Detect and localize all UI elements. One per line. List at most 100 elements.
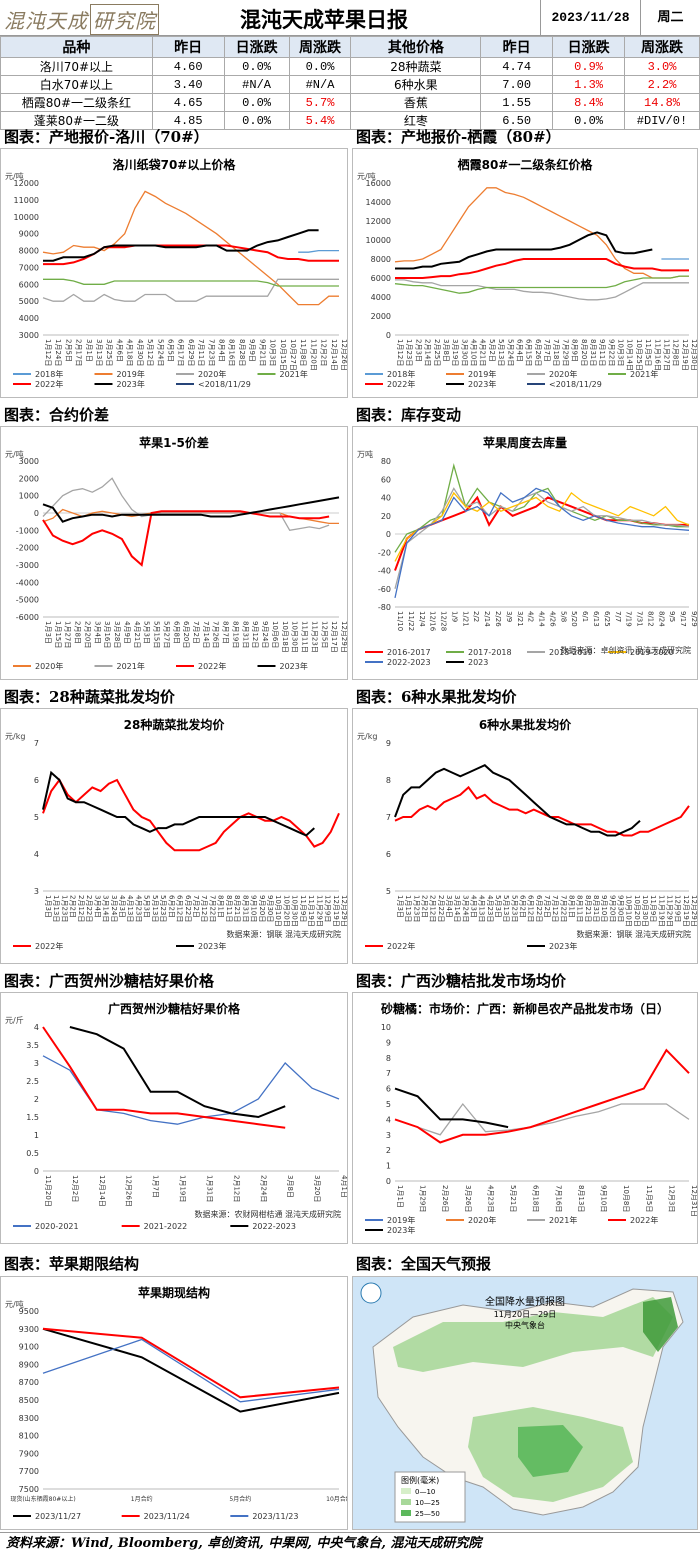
chart-title: 苹果周度去库量 bbox=[483, 435, 567, 450]
x-tick-label: 5月13日 bbox=[151, 895, 159, 922]
price-table-cell: 3.40 bbox=[151, 75, 225, 94]
series-line bbox=[42, 1338, 340, 1403]
x-tick-label: 12月2日 bbox=[320, 339, 328, 366]
legend-label: 2018-2019 bbox=[549, 648, 593, 657]
data-source: 数据来源：卓创资讯 混沌天成研究院 bbox=[560, 645, 691, 655]
legend-label: 2016-2017 bbox=[387, 648, 431, 657]
x-tick-label: 4月13日 bbox=[126, 895, 134, 922]
legend-label: 2019年 bbox=[387, 1215, 415, 1225]
legend-label: 2023年 bbox=[198, 941, 226, 951]
x-tick-label: 9/17 bbox=[679, 611, 687, 627]
x-tick-label: 4/26 bbox=[548, 611, 556, 627]
price-table-cell: 0.0% bbox=[288, 57, 352, 76]
x-tick-label: 12月19日 bbox=[681, 339, 689, 371]
x-tick-label: 2月8日 bbox=[74, 621, 82, 644]
x-tick-label: 7月7日 bbox=[543, 339, 551, 362]
x-tick-label: 11月8日 bbox=[299, 339, 307, 366]
series-line bbox=[42, 770, 315, 837]
series-line bbox=[394, 463, 689, 553]
x-tick-label: 5月27日 bbox=[162, 621, 170, 648]
x-tick-label: 10月25日 bbox=[635, 339, 643, 371]
price-table-header: 周涨跌 bbox=[288, 36, 352, 58]
price-table-cell: 香蕉 bbox=[350, 93, 482, 112]
x-tick-label: 10月3日 bbox=[269, 339, 277, 366]
price-table-header: 品种 bbox=[0, 36, 153, 58]
chart-fruit6: 6种水果批发均价 元/kg 5 6 7 8 9 1月3日 1月13日 1月23日 2月2日 2月12日… bbox=[352, 708, 698, 964]
x-tick-label: 8月31日 bbox=[592, 895, 600, 922]
chart-veg28: 28种蔬菜批发均价 元/kg 3 4 5 6 7 1月3日 1月13日 1月23日 2月2日 2月12… bbox=[0, 708, 348, 964]
x-tick-label: 6月22日 bbox=[535, 895, 543, 922]
legend-label: 2023年 bbox=[117, 379, 145, 389]
legend-label: 2021年 bbox=[280, 369, 308, 379]
y-axis-unit: 元/吨 bbox=[5, 1299, 24, 1309]
x-tick-label: 2月3日 bbox=[414, 339, 422, 362]
y-tick-label: 5000 bbox=[19, 297, 39, 306]
weather-map: 全国降水量预报图 11月20日—29日 中央气象台 图例(毫米) 0—10 10… bbox=[352, 1276, 698, 1530]
x-tick-label: 3月30日 bbox=[460, 339, 468, 366]
x-tick-label: 10月15日 bbox=[279, 339, 287, 371]
y-tick-label: 8000 bbox=[19, 247, 39, 256]
x-tick-label: 11/10 bbox=[396, 611, 404, 631]
price-table-header: 日涨跌 bbox=[552, 36, 626, 58]
price-table-row: 栖霞80#一二级条红 4.65 0.0% 5.7% 香蕉 1.55 8.4% 14.8% bbox=[0, 93, 700, 112]
x-tick-label: 3月4日 bbox=[93, 895, 101, 918]
x-tick-label: 9月10日 bbox=[600, 1185, 608, 1212]
y-tick-label: 8100 bbox=[19, 1432, 39, 1441]
chart-luochuan: 洛川纸袋70#以上价格 元/吨 3000 4000 5000 6000 7000 8000 90… bbox=[0, 148, 348, 398]
section-title-fruit6: 图表：6种水果批发均价 bbox=[356, 688, 517, 706]
y-axis-unit: 元/吨 bbox=[357, 171, 376, 181]
x-tick-label: 10月20日 bbox=[282, 895, 290, 927]
x-tick-label: 8月20日 bbox=[580, 339, 588, 366]
legend-label: 2023年 bbox=[468, 379, 496, 389]
x-tick-label: 11月20日 bbox=[309, 339, 317, 371]
x-tick-label: 5月12日 bbox=[146, 339, 154, 366]
series-line bbox=[395, 279, 689, 301]
x-tick-label: 9月10日 bbox=[250, 895, 258, 922]
y-tick-label: 12000 bbox=[14, 179, 39, 188]
x-tick-label: 7/19 bbox=[625, 611, 633, 627]
y-tick-label: 7500 bbox=[19, 1485, 39, 1494]
weather-legend-title: 图例(毫米) bbox=[401, 1475, 439, 1485]
x-tick-label: 2月5日 bbox=[64, 339, 72, 362]
y-tick-label: 1 bbox=[34, 1131, 39, 1140]
x-tick-label: 12月19日 bbox=[332, 895, 340, 927]
price-table-cell: 0.0% bbox=[552, 111, 626, 130]
x-tick-label: 11月19日 bbox=[307, 895, 315, 927]
x-tick-label: 现货(山东栖霞80#以上) bbox=[10, 1495, 75, 1503]
y-tick-label: 7 bbox=[386, 813, 391, 822]
x-tick-label: 4月30日 bbox=[136, 339, 144, 366]
report-date: 2023/11/28 bbox=[540, 0, 640, 36]
x-tick-label: 9月9日 bbox=[248, 339, 256, 362]
legend-label: 2021年 bbox=[549, 1215, 577, 1225]
x-tick-label: 3/21 bbox=[516, 611, 524, 627]
y-tick-label: -20 bbox=[378, 548, 391, 557]
x-tick-label: 12/16 bbox=[429, 611, 437, 632]
chart-spread: 苹果1-5价差 元/吨 -6000 -5000 -4000 -3000 -2000 -1000… bbox=[0, 426, 348, 680]
x-tick-label: 12月9日 bbox=[674, 895, 682, 922]
x-tick-label: 4月10日 bbox=[470, 339, 478, 366]
y-tick-label: 16000 bbox=[366, 179, 391, 188]
price-table-cell: 蓬莱80#一二级 bbox=[0, 111, 153, 130]
price-table-cell: 14.8% bbox=[624, 93, 700, 112]
y-tick-label: 10000 bbox=[14, 213, 39, 222]
legend-label: 2020年 bbox=[468, 1215, 496, 1225]
price-table-cell: 白水70#以上 bbox=[0, 75, 153, 94]
price-table-cell: 1.3% bbox=[552, 75, 626, 94]
series-line bbox=[395, 231, 653, 270]
x-tick-label: 11月5日 bbox=[644, 339, 652, 366]
x-tick-label: 5月3日 bbox=[143, 621, 151, 644]
y-tick-label: 9500 bbox=[19, 1307, 39, 1316]
y-tick-label: 3000 bbox=[19, 331, 39, 340]
x-tick-label: 6/13 bbox=[592, 611, 600, 627]
x-tick-label: 10月18日 bbox=[281, 621, 289, 653]
series-line bbox=[43, 278, 339, 287]
legend-label: 2018年 bbox=[387, 369, 415, 379]
x-tick-label: 10月6日 bbox=[271, 621, 279, 648]
x-tick-label: 4/2 bbox=[527, 611, 535, 622]
x-tick-label: 4月1日 bbox=[340, 1175, 347, 1198]
price-table-row: 白水70#以上 3.40 #N/A #N/A 6种水果 7.00 1.3% 2.2% bbox=[0, 75, 700, 94]
series-line bbox=[43, 244, 339, 266]
x-tick-label: 12月30日 bbox=[690, 339, 697, 371]
x-tick-label: 12月3日 bbox=[667, 1185, 675, 1212]
y-tick-label: 0 bbox=[386, 1177, 391, 1186]
